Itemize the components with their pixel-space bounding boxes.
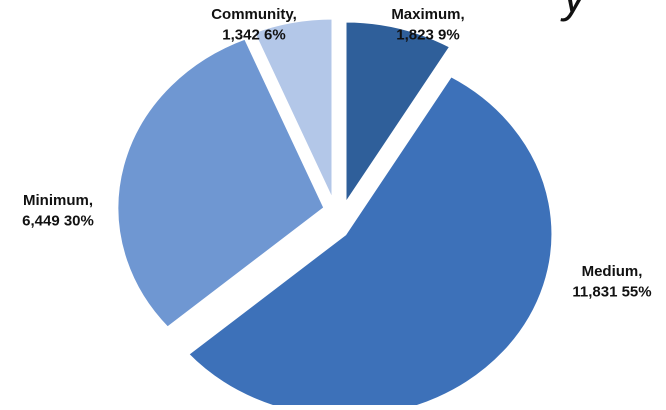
data-label-medium: Medium, 11,831 55% (572, 263, 651, 300)
pie-slices (115, 16, 555, 410)
pie-slice-community (251, 16, 335, 204)
data-label-minimum: Minimum, 6,449 30% (22, 192, 94, 229)
pie-slice-minimum (115, 36, 327, 330)
data-label-community: Community, 1,342 6% (211, 6, 297, 43)
chart-title-fragment: y (563, 0, 586, 23)
data-label-maximum: Maximum, 1,823 9% (391, 6, 464, 43)
pie-slice-maximum (343, 19, 453, 207)
pie-labels: Maximum, 1,823 9% Medium, 11,831 55% Minimum… (22, 6, 651, 300)
